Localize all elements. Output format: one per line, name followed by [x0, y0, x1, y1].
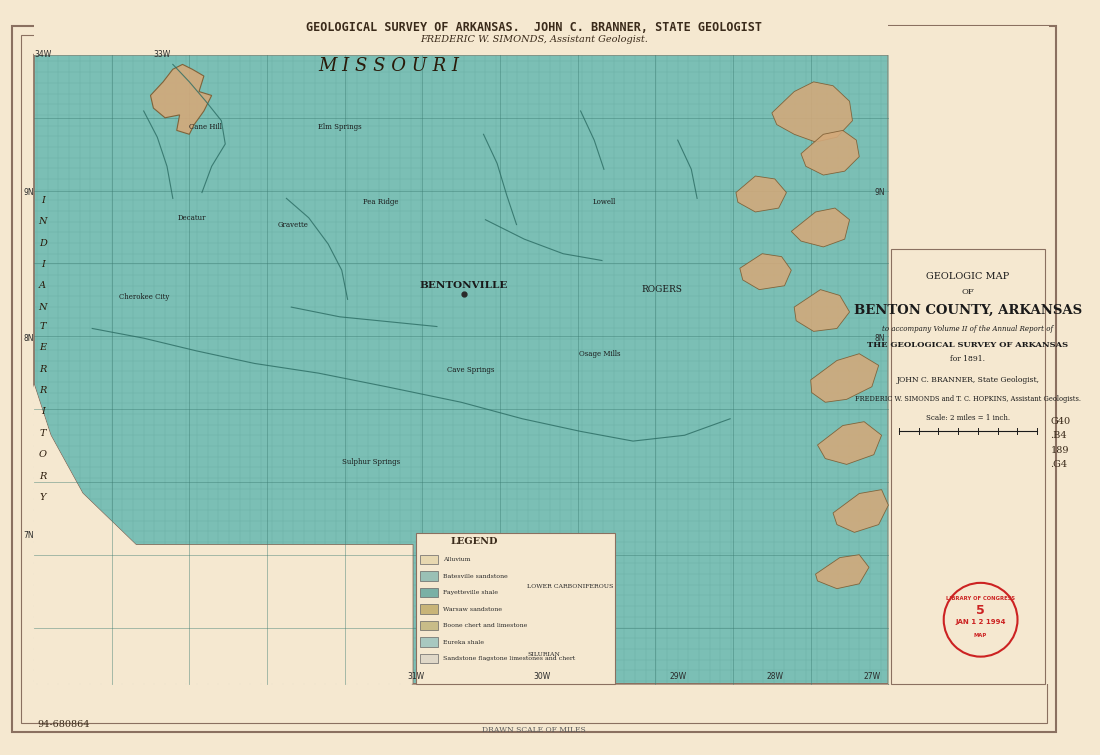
Text: Batesville sandstone: Batesville sandstone: [442, 574, 507, 578]
Text: 34W: 34W: [34, 50, 52, 59]
Text: R: R: [39, 386, 46, 395]
Text: 5: 5: [976, 603, 984, 617]
Text: MAP: MAP: [974, 633, 987, 638]
Text: Cane Hill: Cane Hill: [189, 124, 222, 131]
Text: Gravette: Gravette: [278, 220, 309, 229]
FancyBboxPatch shape: [420, 637, 438, 647]
Text: I: I: [41, 196, 45, 205]
Text: D: D: [39, 239, 46, 248]
FancyBboxPatch shape: [420, 654, 438, 664]
Text: T: T: [40, 429, 46, 438]
Text: GEOLOGIC MAP: GEOLOGIC MAP: [926, 272, 1010, 281]
FancyBboxPatch shape: [420, 555, 438, 565]
FancyBboxPatch shape: [420, 621, 438, 630]
Text: LIBRARY OF CONGRESS: LIBRARY OF CONGRESS: [946, 596, 1015, 601]
Text: for 1891.: for 1891.: [950, 355, 986, 362]
Text: E: E: [40, 344, 46, 353]
Text: T: T: [40, 322, 46, 331]
Polygon shape: [34, 20, 889, 54]
Text: BENTON COUNTY, ARKANSAS: BENTON COUNTY, ARKANSAS: [854, 304, 1082, 316]
Polygon shape: [815, 555, 869, 589]
Text: 29W: 29W: [669, 672, 686, 681]
Text: Elm Springs: Elm Springs: [318, 124, 362, 131]
Text: Lowell: Lowell: [592, 199, 616, 206]
FancyBboxPatch shape: [12, 26, 1056, 732]
Text: N: N: [39, 217, 47, 226]
Text: 94-680864: 94-680864: [37, 720, 89, 729]
Text: R: R: [39, 365, 46, 374]
Polygon shape: [794, 290, 849, 331]
Text: Pea Ridge: Pea Ridge: [363, 199, 398, 206]
Text: JOHN C. BRANNER, State Geologist,: JOHN C. BRANNER, State Geologist,: [896, 376, 1040, 384]
Text: 7N: 7N: [23, 531, 34, 540]
Text: 9N: 9N: [23, 188, 34, 197]
Text: Sandstone flagstone limestones and chert: Sandstone flagstone limestones and chert: [442, 656, 575, 661]
Text: Cave Springs: Cave Springs: [448, 366, 495, 374]
Text: G40
.B4
189
.G4: G40 .B4 189 .G4: [1050, 417, 1070, 470]
Text: Fayetteville shale: Fayetteville shale: [442, 590, 497, 595]
Text: ROGERS: ROGERS: [641, 285, 683, 294]
Polygon shape: [772, 82, 852, 142]
Text: FREDERIC W. SIMONDS, Assistant Geologist.: FREDERIC W. SIMONDS, Assistant Geologist…: [420, 35, 648, 44]
Text: 8N: 8N: [23, 334, 34, 343]
Polygon shape: [833, 490, 889, 532]
FancyBboxPatch shape: [891, 249, 1045, 684]
Text: BENTONVILLE: BENTONVILLE: [420, 282, 508, 290]
Text: SILURIAN: SILURIAN: [527, 652, 560, 657]
Text: I: I: [41, 260, 45, 269]
Text: Sulphur Springs: Sulphur Springs: [342, 458, 400, 467]
Polygon shape: [34, 385, 412, 684]
Text: 28W: 28W: [767, 672, 783, 681]
Text: Y: Y: [40, 493, 46, 502]
Text: JAN 1 2 1994: JAN 1 2 1994: [956, 618, 1005, 624]
Polygon shape: [34, 54, 889, 684]
Text: OF: OF: [961, 288, 975, 295]
Text: 8N: 8N: [874, 334, 886, 343]
Text: 31W: 31W: [407, 672, 425, 681]
Polygon shape: [151, 64, 211, 134]
Polygon shape: [817, 422, 881, 464]
Text: FREDERIC W. SIMONDS and T. C. HOPKINS, Assistant Geologists.: FREDERIC W. SIMONDS and T. C. HOPKINS, A…: [855, 396, 1081, 403]
Text: DRAWN SCALE OF MILES: DRAWN SCALE OF MILES: [482, 726, 586, 735]
Text: 30W: 30W: [534, 672, 550, 681]
Text: Warsaw sandstone: Warsaw sandstone: [442, 606, 502, 612]
Text: Osage Mills: Osage Mills: [580, 350, 620, 358]
Polygon shape: [736, 176, 786, 212]
Text: Decatur: Decatur: [178, 214, 207, 222]
Polygon shape: [34, 385, 136, 545]
Text: N: N: [39, 303, 47, 312]
Polygon shape: [740, 254, 791, 290]
Text: A: A: [40, 282, 46, 290]
Text: Alluvium: Alluvium: [442, 557, 470, 562]
Text: 27W: 27W: [864, 672, 880, 681]
Text: Eureka shale: Eureka shale: [442, 639, 484, 645]
Text: 9N: 9N: [874, 188, 886, 197]
Text: LOWER CARBONIFEROUS: LOWER CARBONIFEROUS: [527, 584, 614, 589]
FancyBboxPatch shape: [420, 572, 438, 581]
Text: 33W: 33W: [153, 50, 170, 59]
Polygon shape: [889, 26, 1048, 684]
Text: I: I: [41, 408, 45, 417]
Text: to accompany Volume II of the Annual Report of: to accompany Volume II of the Annual Rep…: [882, 325, 1054, 334]
Text: Boone chert and limestone: Boone chert and limestone: [442, 623, 527, 628]
Text: THE GEOLOGICAL SURVEY OF ARKANSAS: THE GEOLOGICAL SURVEY OF ARKANSAS: [868, 341, 1068, 349]
Polygon shape: [801, 131, 859, 175]
Text: M I S S O U R I: M I S S O U R I: [318, 57, 459, 76]
Text: O: O: [39, 450, 46, 459]
Text: GEOLOGICAL SURVEY OF ARKANSAS.  JOHN C. BRANNER, STATE GEOLOGIST: GEOLOGICAL SURVEY OF ARKANSAS. JOHN C. B…: [306, 21, 762, 34]
Text: Scale: 2 miles = 1 inch.: Scale: 2 miles = 1 inch.: [926, 414, 1010, 422]
FancyBboxPatch shape: [420, 604, 438, 614]
Polygon shape: [791, 208, 849, 247]
Polygon shape: [811, 353, 879, 402]
FancyBboxPatch shape: [416, 533, 615, 684]
FancyBboxPatch shape: [420, 587, 438, 597]
Text: Cherokee City: Cherokee City: [119, 294, 169, 301]
Text: LEGEND: LEGEND: [450, 537, 497, 546]
Text: R: R: [39, 472, 46, 480]
